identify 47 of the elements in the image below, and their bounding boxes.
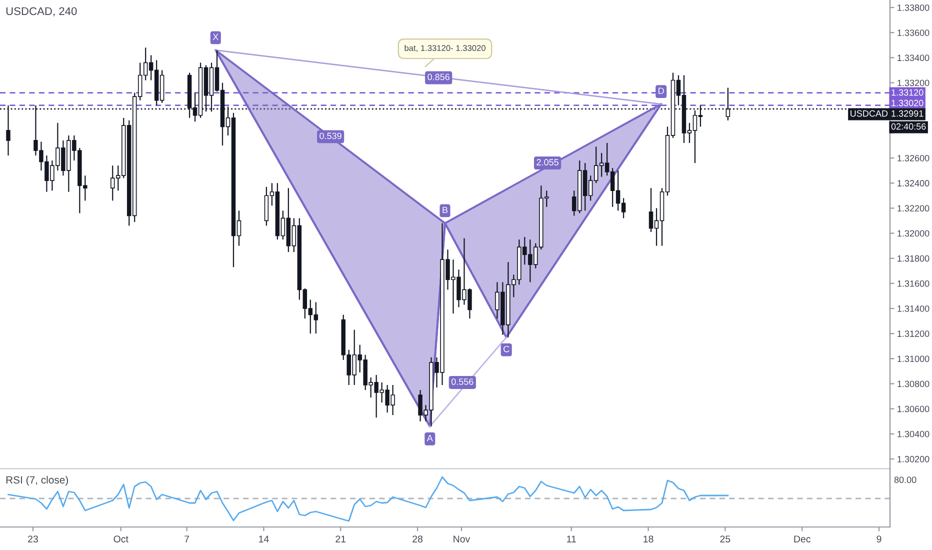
annotation: B <box>442 206 448 214</box>
x-tick-label: 11 <box>567 536 576 542</box>
y-tick-label: 1.32000 <box>898 230 930 237</box>
y-tick-label: 1.30600 <box>898 406 930 412</box>
x-tick-label: 28 <box>412 536 423 542</box>
annotation: A <box>426 434 433 442</box>
y-tick-label: 1.30200 <box>898 456 930 462</box>
annotation: 0.856 <box>428 74 450 80</box>
text: 02:40:56 <box>891 123 926 130</box>
y-tick-label: 1.31400 <box>898 305 930 312</box>
ref-line-label: 1.33020 <box>892 100 924 106</box>
y-tick-label: 1.31600 <box>898 280 930 287</box>
annotation: 0.539 <box>320 132 342 140</box>
x-tick-label: 21 <box>336 536 346 542</box>
x-tick-label: Dec <box>794 536 810 542</box>
annotation: D <box>658 88 664 94</box>
annotation: bat, 1.33120- 1.33020 <box>404 44 486 52</box>
annotation: 0.556 <box>451 378 474 385</box>
chart-title: RSI (7, close) <box>6 476 68 486</box>
y-tick-label: 1.31000 <box>898 356 930 362</box>
y-tick-label: 1.33800 <box>898 4 930 11</box>
x-tick-label: 7 <box>184 536 190 542</box>
y-tick-label: 1.33600 <box>898 30 930 36</box>
x-tick-label: Nov <box>454 536 470 542</box>
annotation: USDCAD <box>850 110 888 117</box>
y-tick-label: 1.32600 <box>898 154 930 162</box>
annotation: X <box>212 34 218 40</box>
x-tick-label: 9 <box>876 536 882 542</box>
x-tick-label: 25 <box>720 536 730 542</box>
x-tick-label: 23 <box>28 536 38 542</box>
x-tick-label: Oct <box>114 536 128 542</box>
y-tick-label: 1.32200 <box>898 205 930 212</box>
ref-line-label: 1.33120 <box>892 89 924 96</box>
y-tick-label: 1.33200 <box>898 80 930 86</box>
y-tick-label: 1.30400 <box>898 430 930 438</box>
y-tick-label: 1.30800 <box>898 380 930 388</box>
x-tick-label: 14 <box>259 536 269 542</box>
annotation: C <box>504 346 510 352</box>
y-tick-label: 1.33400 <box>898 54 930 62</box>
y-tick-label: 1.32400 <box>898 180 930 186</box>
ref-line-label: 1.32991 <box>892 110 924 117</box>
x-tick-label: 18 <box>644 536 654 542</box>
text: 80.00 <box>894 476 916 484</box>
text: USDCAD, 240 <box>6 7 77 16</box>
y-tick-label: 1.31200 <box>898 330 930 337</box>
y-tick-label: 1.31800 <box>898 255 930 262</box>
annotation: 2.055 <box>536 159 558 166</box>
